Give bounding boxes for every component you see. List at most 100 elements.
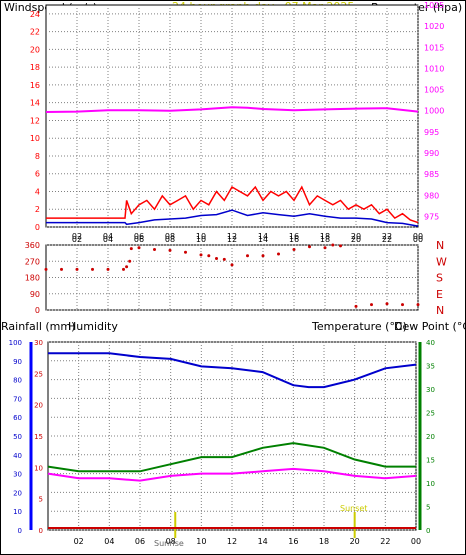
rain-y-tick: 30 xyxy=(34,339,43,347)
wind-y-tick: 22 xyxy=(30,28,40,37)
direction-point xyxy=(308,245,311,249)
temp-x-tick: 22 xyxy=(380,537,390,546)
dir-x-tick: 16 xyxy=(289,235,299,244)
wind-x-tick: 16 xyxy=(289,232,299,241)
temp-x-tick: 02 xyxy=(74,537,84,546)
direction-point xyxy=(354,304,358,308)
direction-point xyxy=(129,247,133,251)
temp-x-tick: 10 xyxy=(196,537,206,546)
temp-y-tick: 10 xyxy=(426,480,435,488)
temp-x-tick: 20 xyxy=(350,537,360,546)
humidity-y-tick: 70 xyxy=(13,395,22,403)
direction-point xyxy=(44,267,48,271)
rain-y-tick: 10 xyxy=(34,464,43,472)
temp-x-tick: 08 xyxy=(166,537,176,546)
wind-x-tick: 22 xyxy=(382,232,392,241)
humidity-y-tick: 50 xyxy=(13,433,22,441)
direction-letter: N xyxy=(436,304,444,317)
wind-y-tick: 24 xyxy=(30,10,40,19)
temp-y-tick: 25 xyxy=(426,410,435,418)
dir-y-tick: 90 xyxy=(30,290,40,299)
barometer-y-tick: 1000 xyxy=(424,107,444,116)
direction-point xyxy=(401,303,404,307)
humidity-y-tick: 90 xyxy=(13,358,22,366)
dir-x-tick: 18 xyxy=(320,235,330,244)
temp-y-tick: 15 xyxy=(426,457,435,465)
barometer-y-tick: 1005 xyxy=(424,86,444,95)
direction-point xyxy=(370,303,373,307)
direction-point xyxy=(277,252,280,256)
dir-x-tick: 00 xyxy=(413,235,423,244)
direction-point xyxy=(128,259,132,263)
dir-y-tick: 180 xyxy=(25,274,40,283)
sunrise-label: Sunrise xyxy=(154,539,184,548)
dir-x-tick: 10 xyxy=(196,235,206,244)
wind-y-tick: 0 xyxy=(35,223,40,232)
direction-point xyxy=(222,257,226,261)
direction-point xyxy=(416,303,420,307)
wind-y-tick: 12 xyxy=(30,116,40,125)
temp-x-tick: 16 xyxy=(288,537,298,546)
direction-point xyxy=(91,267,94,271)
dir-x-tick: 12 xyxy=(227,235,237,244)
tick-labels: 02 04 06 08 10 12 14 16 18 20 22 000246810121416182… xyxy=(9,1,445,546)
rain-y-tick: 0 xyxy=(39,527,43,535)
barometer-y-tick: 975 xyxy=(424,212,439,221)
rain-y-tick: 25 xyxy=(34,370,43,378)
wind-y-tick: 8 xyxy=(35,152,40,161)
direction-letter: N xyxy=(436,239,444,252)
direction-point xyxy=(125,265,129,269)
dir-x-tick: 04 xyxy=(103,235,113,244)
wind-y-tick: 2 xyxy=(35,205,40,214)
wind-y-tick: 18 xyxy=(30,63,40,72)
temp-y-tick: 40 xyxy=(426,339,435,347)
rain-y-tick: 20 xyxy=(34,402,43,410)
average-line xyxy=(46,209,419,227)
gust-line xyxy=(46,185,419,224)
dir-x-tick: 08 xyxy=(165,235,175,244)
direction-letter: W xyxy=(436,255,447,268)
wind-y-tick: 6 xyxy=(35,170,40,179)
data-series xyxy=(29,106,422,538)
temp-x-tick: 12 xyxy=(227,537,237,546)
dir-x-tick: 20 xyxy=(351,235,361,244)
direction-point xyxy=(385,302,389,306)
direction-point xyxy=(331,243,335,247)
temp-x-tick: 14 xyxy=(258,537,268,546)
barometer-y-tick: 985 xyxy=(424,170,439,179)
direction-point xyxy=(168,248,172,252)
dir-y-tick: 360 xyxy=(25,241,40,250)
barometer-y-tick: 1020 xyxy=(424,22,444,31)
direction-point xyxy=(137,246,141,250)
direction-point xyxy=(75,267,79,271)
direction-point xyxy=(292,248,296,251)
barometer-line xyxy=(45,106,419,113)
wind-y-tick: 14 xyxy=(30,99,40,108)
humidity-y-tick: 60 xyxy=(13,414,22,422)
direction-point xyxy=(339,244,342,248)
wind-x-tick: 08 xyxy=(165,232,175,241)
rain-y-tick: 15 xyxy=(34,433,43,441)
direction-point xyxy=(106,267,110,271)
wind-x-tick: 06 xyxy=(134,232,144,241)
barometer-y-tick: 990 xyxy=(424,149,439,158)
wind-x-tick: 02 xyxy=(72,232,82,241)
dir-x-tick: 22 xyxy=(382,235,392,244)
wind-y-tick: 20 xyxy=(30,45,40,54)
barometer-y-tick: 1015 xyxy=(424,43,444,52)
temp-x-tick: 04 xyxy=(104,537,114,546)
humidity-y-tick: 10 xyxy=(13,508,22,516)
direction-point xyxy=(153,248,156,251)
temp-y-tick: 30 xyxy=(426,386,435,394)
temp-y-tick: 20 xyxy=(426,433,435,441)
barometer-y-tick: 1010 xyxy=(424,64,444,73)
wind-y-tick: 4 xyxy=(35,187,40,196)
temp-y-tick: 0 xyxy=(426,527,430,535)
humidity-y-tick: 40 xyxy=(13,452,22,460)
wind-x-tick: 04 xyxy=(103,232,113,241)
wind-x-tick: 12 xyxy=(227,232,237,241)
humidity-label: Humidity xyxy=(68,320,118,333)
direction-point xyxy=(184,250,187,254)
